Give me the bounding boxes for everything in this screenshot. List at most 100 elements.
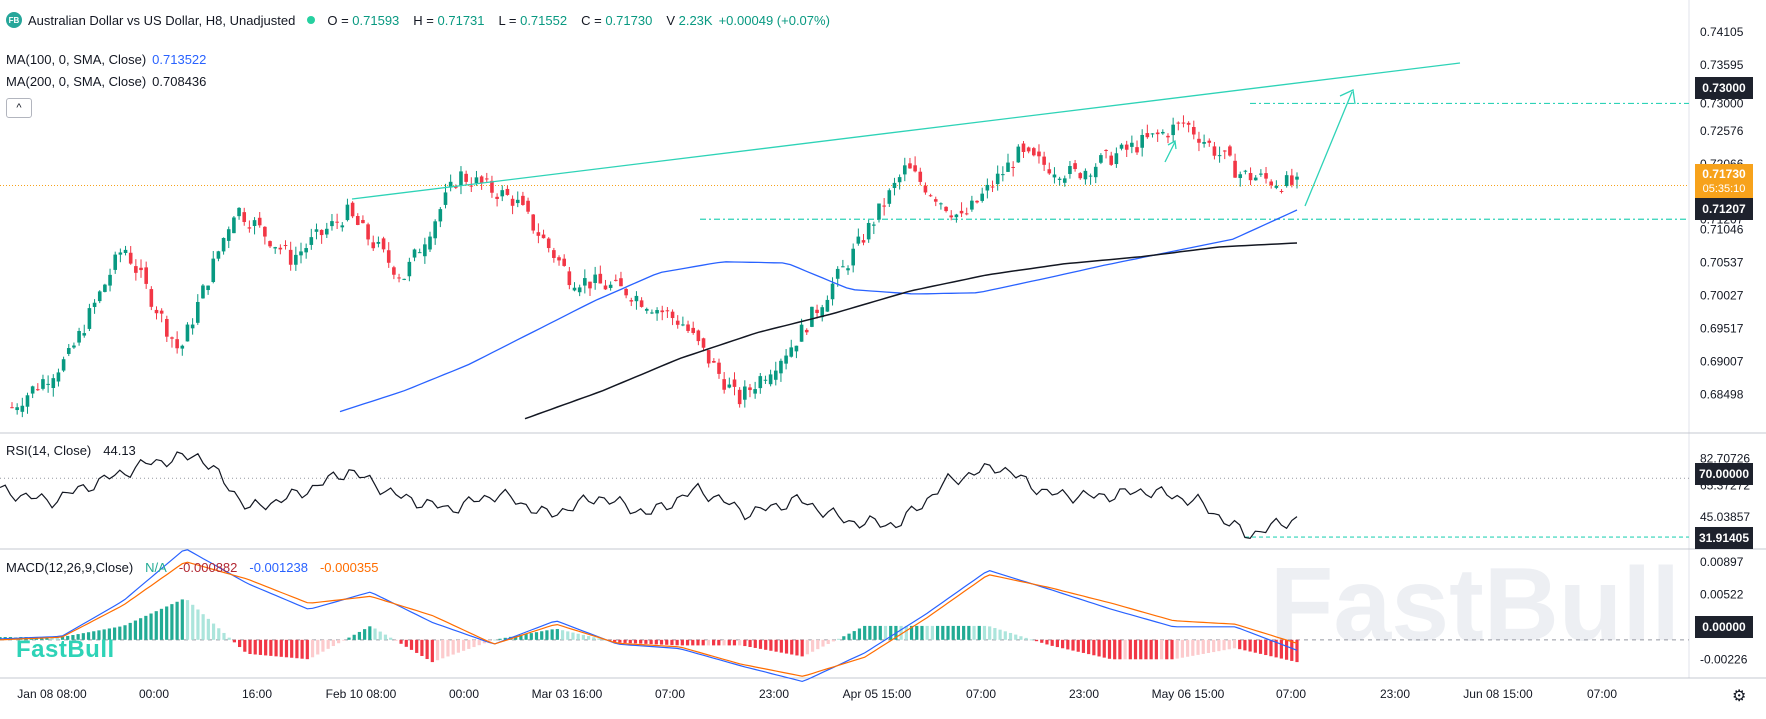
candle: [1212, 141, 1217, 160]
collapse-legend-button[interactable]: ^: [6, 98, 32, 118]
macd-histogram-bar: [154, 611, 158, 640]
macd-histogram-bar: [1206, 639, 1211, 654]
macd-histogram-bar: [1003, 631, 1007, 640]
macd-histogram-bar: [618, 639, 622, 643]
candle: [335, 213, 339, 229]
rsi-legend[interactable]: RSI(14, Close) 44.13: [6, 443, 136, 458]
candle-body: [448, 181, 453, 188]
candle-body: [583, 278, 587, 286]
candle: [1181, 115, 1186, 128]
ma200-legend[interactable]: MA(200, 0, SMA, Close) 0.708436: [6, 74, 206, 89]
macd-histogram-bar: [774, 639, 778, 652]
candle: [1037, 144, 1041, 164]
candle-body: [603, 285, 608, 290]
candle-body: [820, 307, 825, 318]
candle-body: [1295, 176, 1299, 180]
candle: [1150, 133, 1155, 138]
candle: [536, 223, 541, 244]
candle-body: [51, 378, 56, 389]
macd-histogram-bar: [951, 625, 955, 640]
volume: V 2.23K: [666, 12, 713, 28]
candle-body: [371, 242, 376, 249]
candle: [779, 358, 783, 382]
candle-body: [428, 236, 432, 250]
macd-histogram-bar: [790, 639, 794, 655]
candle-body: [144, 267, 148, 284]
ma100-legend[interactable]: MA(100, 0, SMA, Close) 0.713522: [6, 52, 206, 67]
macd-histogram-bar: [394, 639, 398, 641]
fastbull-logo-icon: FB: [6, 12, 22, 28]
macd-histogram-bar: [868, 625, 872, 640]
candle: [748, 383, 752, 398]
macd-histogram-bar: [586, 636, 591, 640]
candle-body: [82, 333, 87, 336]
candle: [1279, 189, 1284, 194]
candle-body: [1248, 173, 1253, 181]
candle: [1197, 131, 1201, 152]
candle-body: [856, 236, 861, 244]
macd-histogram-bar: [1029, 639, 1033, 641]
macd-histogram-bar: [66, 635, 70, 640]
candle: [294, 246, 298, 271]
candle-body: [123, 249, 128, 254]
candle-body: [211, 258, 216, 283]
macd-histogram-bar: [1149, 639, 1153, 660]
candle: [123, 245, 128, 256]
candle-body: [1186, 122, 1191, 125]
rsi-level-tag: 70.00000: [1695, 463, 1753, 485]
candle-body: [505, 188, 510, 195]
candle: [51, 374, 56, 397]
candle: [753, 381, 757, 399]
candle: [216, 250, 221, 262]
macd-histogram-bar: [477, 639, 481, 646]
symbol-title[interactable]: Australian Dollar vs US Dollar, H8, Unad…: [28, 12, 296, 28]
candle: [386, 242, 391, 268]
candle: [1099, 153, 1103, 165]
macd-legend[interactable]: MACD(12,26,9,Close) N/A -0.000882 -0.001…: [6, 560, 379, 575]
macd-histogram-bar: [461, 639, 466, 651]
candle-body: [1284, 175, 1289, 187]
candle: [1001, 166, 1005, 182]
candle: [799, 318, 804, 342]
time-axis-label: 23:00: [1069, 687, 1099, 701]
gear-icon[interactable]: ⚙: [1732, 688, 1747, 705]
macd-label: MACD(12,26,9,Close): [6, 560, 134, 575]
rsi-last-tag: 31.91405: [1695, 527, 1753, 549]
macd-histogram-bar: [482, 639, 487, 644]
candle-body: [134, 266, 138, 273]
candle: [1068, 161, 1072, 179]
candle-body: [737, 389, 742, 405]
candle: [789, 339, 794, 358]
macd-histogram-bar: [1243, 639, 1247, 651]
macd-histogram-bar: [1295, 639, 1299, 663]
candle-body: [557, 257, 561, 261]
macd-histogram-bar: [201, 614, 205, 640]
candle-body: [959, 210, 964, 214]
candle-body: [1021, 143, 1026, 152]
candle: [139, 259, 143, 278]
candle: [36, 383, 40, 391]
macd-histogram-bar: [685, 639, 690, 646]
candle-body: [660, 310, 665, 313]
candle-body: [872, 224, 876, 226]
macd-histogram-bar: [889, 625, 893, 640]
candle-body: [949, 215, 954, 218]
candle-body: [546, 238, 551, 249]
candle: [1202, 134, 1206, 148]
macd-histogram-bar: [899, 625, 903, 640]
macd-histogram-bar: [1133, 639, 1138, 660]
candle: [701, 337, 706, 352]
macd-histogram-bar: [149, 613, 153, 640]
macd-histogram-bar: [128, 622, 132, 640]
candle: [185, 322, 190, 342]
candle-body: [438, 209, 443, 222]
macd-histogram-bar: [670, 639, 674, 646]
candle: [675, 315, 680, 329]
macd-histogram-bar: [1014, 634, 1018, 640]
candle: [515, 191, 520, 208]
candle-body: [1006, 162, 1010, 172]
candle-body: [841, 266, 845, 268]
macd-histogram-bar: [748, 639, 752, 648]
